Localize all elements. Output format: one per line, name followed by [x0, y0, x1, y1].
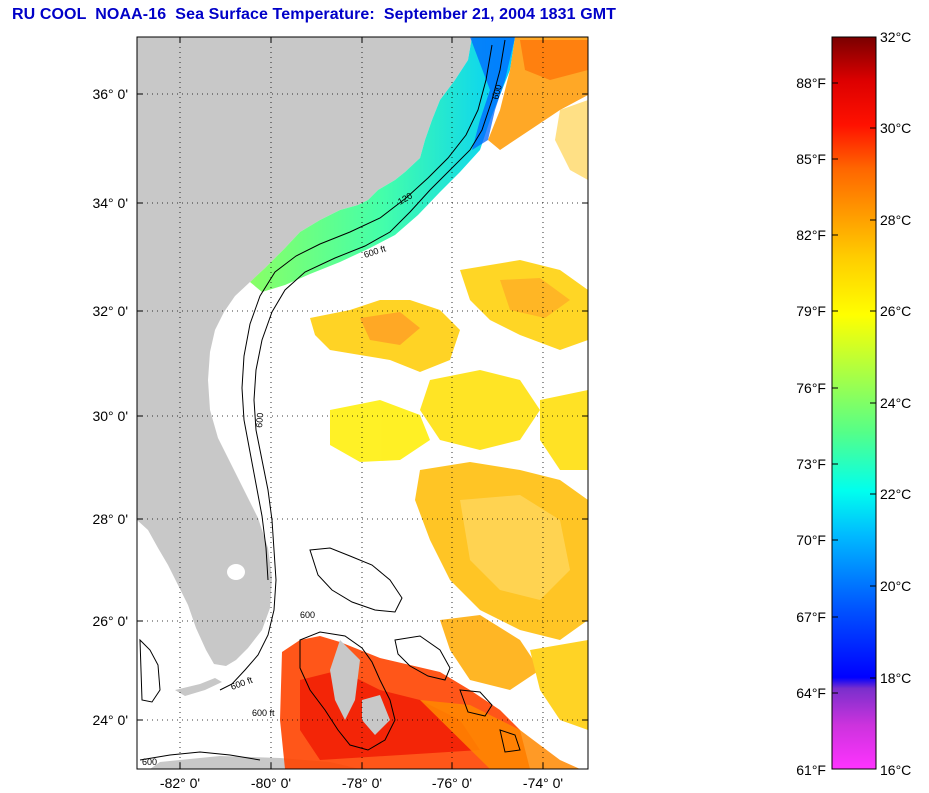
fahrenheit-label: 76°F [796, 380, 826, 396]
lat-label: 24° 0' [92, 712, 128, 728]
lat-label: 26° 0' [92, 613, 128, 629]
map-content: 600 120 600 ft 600 600 600 ft 600 ft 600 [137, 37, 588, 769]
contour-label: 600 [490, 83, 504, 100]
contour-label: 600 ft [252, 708, 275, 718]
fahrenheit-label: 64°F [796, 685, 826, 701]
lat-label: 32° 0' [92, 303, 128, 319]
celsius-label: 28°C [880, 212, 911, 228]
contour-label: 600 [300, 610, 315, 620]
celsius-label: 16°C [880, 762, 911, 778]
grid-lines [137, 37, 588, 769]
celsius-label: 32°C [880, 29, 911, 45]
lat-label: 30° 0' [92, 408, 128, 424]
fahrenheit-label: 85°F [796, 151, 826, 167]
colorbar-ticks [832, 82, 876, 694]
sst-cold-shelf [470, 37, 515, 150]
colorbar [832, 37, 876, 769]
land-bahamas-islet [362, 695, 390, 735]
lat-label: 36° 0' [92, 86, 128, 102]
celsius-label: 30°C [880, 120, 911, 136]
contour-label: 600 [142, 757, 157, 767]
fahrenheit-label: 61°F [796, 762, 826, 778]
land-us-southeast [137, 37, 472, 666]
sst-gulf-stream-core [520, 40, 588, 80]
sst-gulf-stream-edge [555, 100, 588, 180]
colorbar-fahrenheit-labels: 88°F 85°F 82°F 79°F 76°F 73°F 70°F 67°F … [796, 75, 826, 778]
fahrenheit-label: 67°F [796, 609, 826, 625]
fahrenheit-label: 73°F [796, 456, 826, 472]
depth-contours [139, 39, 521, 761]
lon-label: -76° 0' [432, 775, 472, 791]
colorbar-celsius-labels: 32°C 30°C 28°C 26°C 24°C 22°C 20°C 18°C … [880, 29, 911, 778]
sst-orange-south [420, 700, 580, 769]
celsius-label: 26°C [880, 303, 911, 319]
sst-offshore-patches [310, 260, 588, 730]
fahrenheit-label: 79°F [796, 303, 826, 319]
sst-coastal-band [250, 37, 515, 292]
contour-label: 600 [254, 412, 265, 428]
axis-ticks [137, 37, 588, 769]
land-andros [330, 640, 360, 720]
page-title: RU COOL NOAA-16 Sea Surface Temperature:… [12, 6, 617, 23]
lon-label: -82° 0' [160, 775, 200, 791]
celsius-label: 20°C [880, 578, 911, 594]
fahrenheit-label: 70°F [796, 532, 826, 548]
lake-okeechobee [227, 564, 245, 580]
lon-label: -78° 0' [342, 775, 382, 791]
lon-label: -74° 0' [523, 775, 563, 791]
longitude-labels: -82° 0' -80° 0' -78° 0' -76° 0' -74° 0' [160, 775, 563, 791]
celsius-label: 24°C [880, 395, 911, 411]
land-florida-keys [175, 678, 222, 696]
lat-label: 34° 0' [92, 195, 128, 211]
fahrenheit-label: 82°F [796, 227, 826, 243]
latitude-labels: 36° 0' 34° 0' 32° 0' 30° 0' 28° 0' 26° 0… [92, 86, 128, 728]
lat-label: 28° 0' [92, 511, 128, 527]
lon-label: -80° 0' [251, 775, 291, 791]
celsius-label: 18°C [880, 670, 911, 686]
celsius-label: 22°C [880, 486, 911, 502]
fahrenheit-label: 88°F [796, 75, 826, 91]
